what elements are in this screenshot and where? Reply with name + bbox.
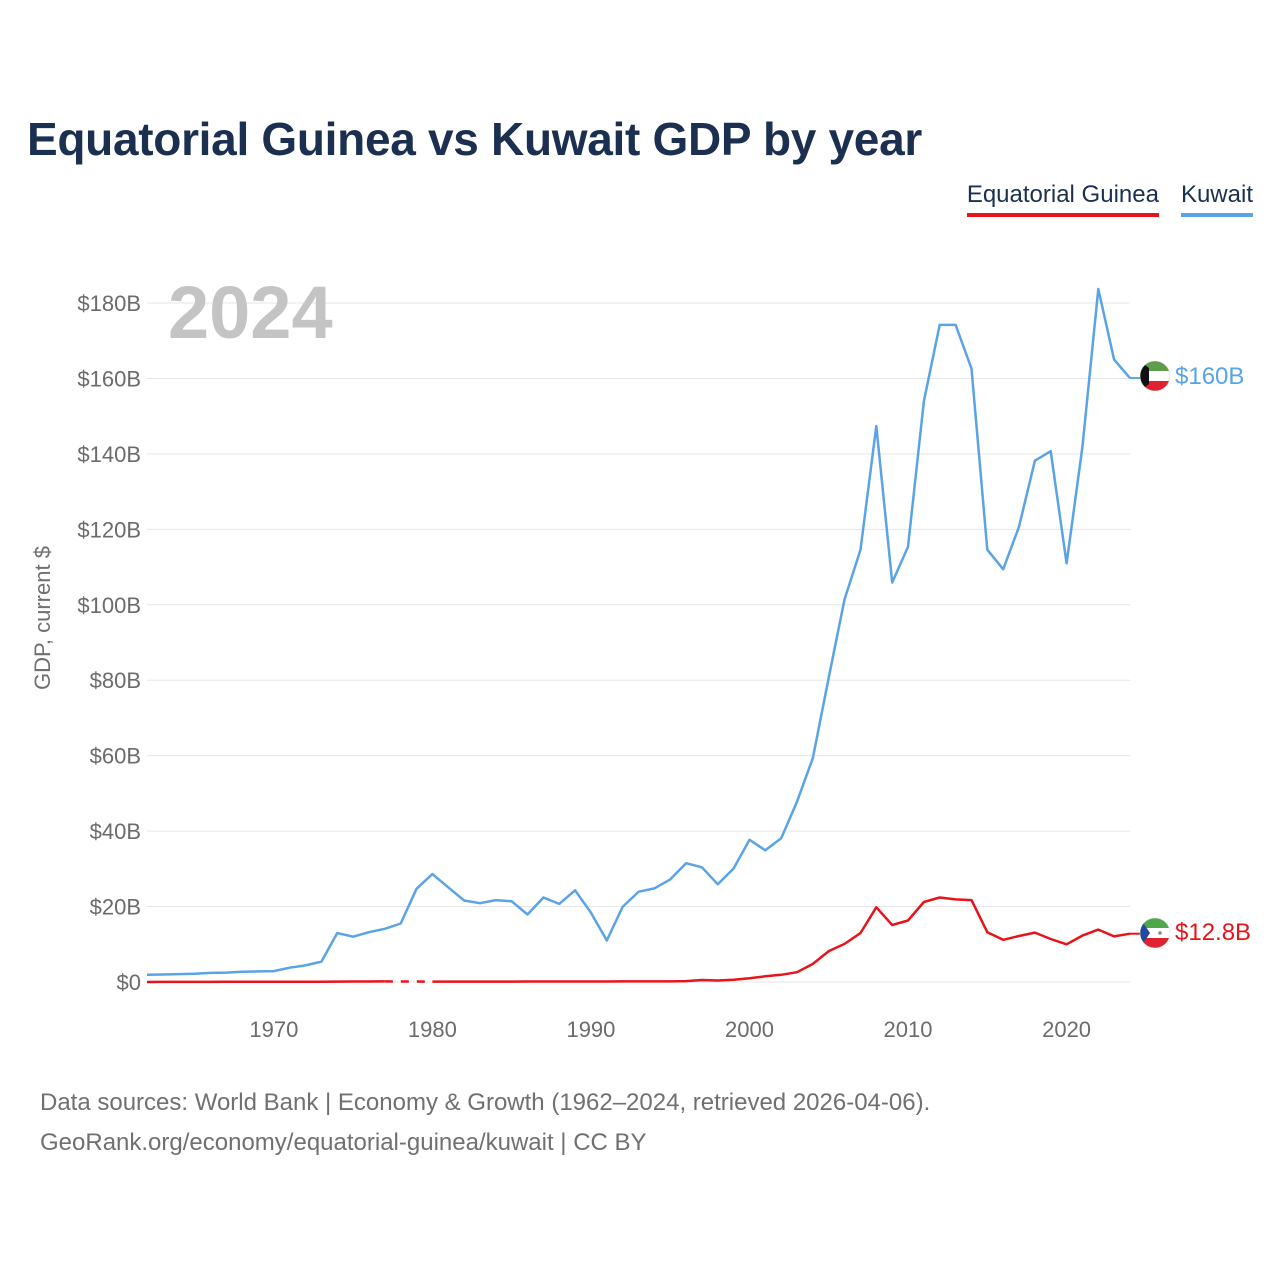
kuwait-series-line bbox=[146, 287, 1131, 977]
equatorial-guinea-end-value-label: $12.8B bbox=[1175, 919, 1251, 946]
x-tick-label: 1990 bbox=[566, 1017, 615, 1042]
footer: Data sources: World Bank | Economy & Gro… bbox=[40, 1083, 930, 1163]
x-tick-label: 2000 bbox=[725, 1017, 774, 1042]
legend-item-kuwait[interactable]: Kuwait bbox=[1180, 181, 1253, 217]
kuwait-end-value-label: $160B bbox=[1175, 363, 1244, 390]
source-url-license: GeoRank.org/economy/equatorial-guinea/ku… bbox=[40, 1129, 647, 1156]
y-tick-label: $80B bbox=[90, 668, 141, 693]
y-tick-label: $20B bbox=[90, 895, 141, 920]
data-source-note: Data sources: World Bank | Economy & Gro… bbox=[40, 1089, 931, 1116]
legend-item-equatorial-guinea[interactable]: Equatorial Guinea bbox=[966, 181, 1159, 217]
y-tick-label: $160B bbox=[77, 366, 141, 391]
year-watermark: 2024 bbox=[168, 271, 333, 354]
equatorial-guinea-series-line bbox=[432, 896, 1131, 983]
y-tick-label: $60B bbox=[90, 744, 141, 769]
x-tick-label: 2010 bbox=[884, 1017, 933, 1042]
y-axis: $0 $20B $40B $60B $80B $100B $120B $140B $160B $1… bbox=[77, 291, 141, 995]
x-tick-label: 2020 bbox=[1042, 1017, 1091, 1042]
series-lines bbox=[146, 287, 1140, 984]
equatorial-guinea-series-line bbox=[146, 980, 385, 984]
x-tick-label: 1970 bbox=[249, 1017, 298, 1042]
equatorial-guinea-flag-icon bbox=[1140, 918, 1170, 948]
x-axis: 1970 1980 1990 2000 2010 2020 bbox=[249, 1017, 1091, 1042]
x-tick-label: 1980 bbox=[408, 1017, 457, 1042]
gdp-line-chart: 2024 $0 $20B $40B $60B $80B $100B $120B $140B $1… bbox=[30, 271, 1251, 1042]
chart-legend: Equatorial Guinea Kuwait bbox=[966, 181, 1253, 217]
y-tick-label: $0 bbox=[117, 970, 141, 995]
y-tick-label: $140B bbox=[77, 442, 141, 467]
y-tick-label: $100B bbox=[77, 593, 141, 618]
chart-grid bbox=[147, 302, 1130, 983]
y-axis-title: GDP, current $ bbox=[30, 546, 55, 690]
y-tick-label: $40B bbox=[90, 819, 141, 844]
y-tick-label: $180B bbox=[77, 291, 141, 316]
chart-title: Equatorial Guinea vs Kuwait GDP by year bbox=[27, 113, 922, 165]
y-tick-label: $120B bbox=[77, 517, 141, 542]
